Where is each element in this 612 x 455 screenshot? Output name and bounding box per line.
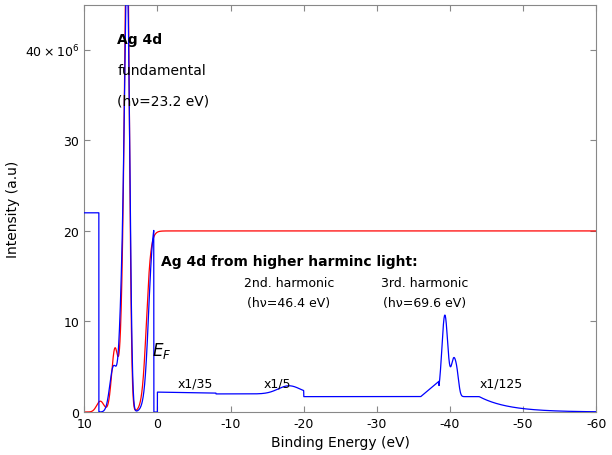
- Text: Ag 4d: Ag 4d: [117, 33, 162, 46]
- Text: (hν=23.2 eV): (hν=23.2 eV): [117, 94, 209, 108]
- Text: $E_F$: $E_F$: [152, 340, 171, 360]
- X-axis label: Binding Energy (eV): Binding Energy (eV): [271, 435, 409, 450]
- Text: (hν=69.6 eV): (hν=69.6 eV): [383, 297, 466, 309]
- Text: x1/5: x1/5: [263, 377, 291, 390]
- Text: 3rd. harmonic: 3rd. harmonic: [381, 277, 468, 289]
- Y-axis label: Intensity (a.u): Intensity (a.u): [6, 160, 20, 258]
- Text: Ag 4d from higher harminc light:: Ag 4d from higher harminc light:: [161, 254, 417, 268]
- Text: x1/35: x1/35: [178, 377, 213, 390]
- Text: fundamental: fundamental: [117, 64, 206, 78]
- Text: x1/125: x1/125: [479, 377, 523, 390]
- Text: (hν=46.4 eV): (hν=46.4 eV): [247, 297, 330, 309]
- Text: 2nd. harmonic: 2nd. harmonic: [244, 277, 334, 289]
